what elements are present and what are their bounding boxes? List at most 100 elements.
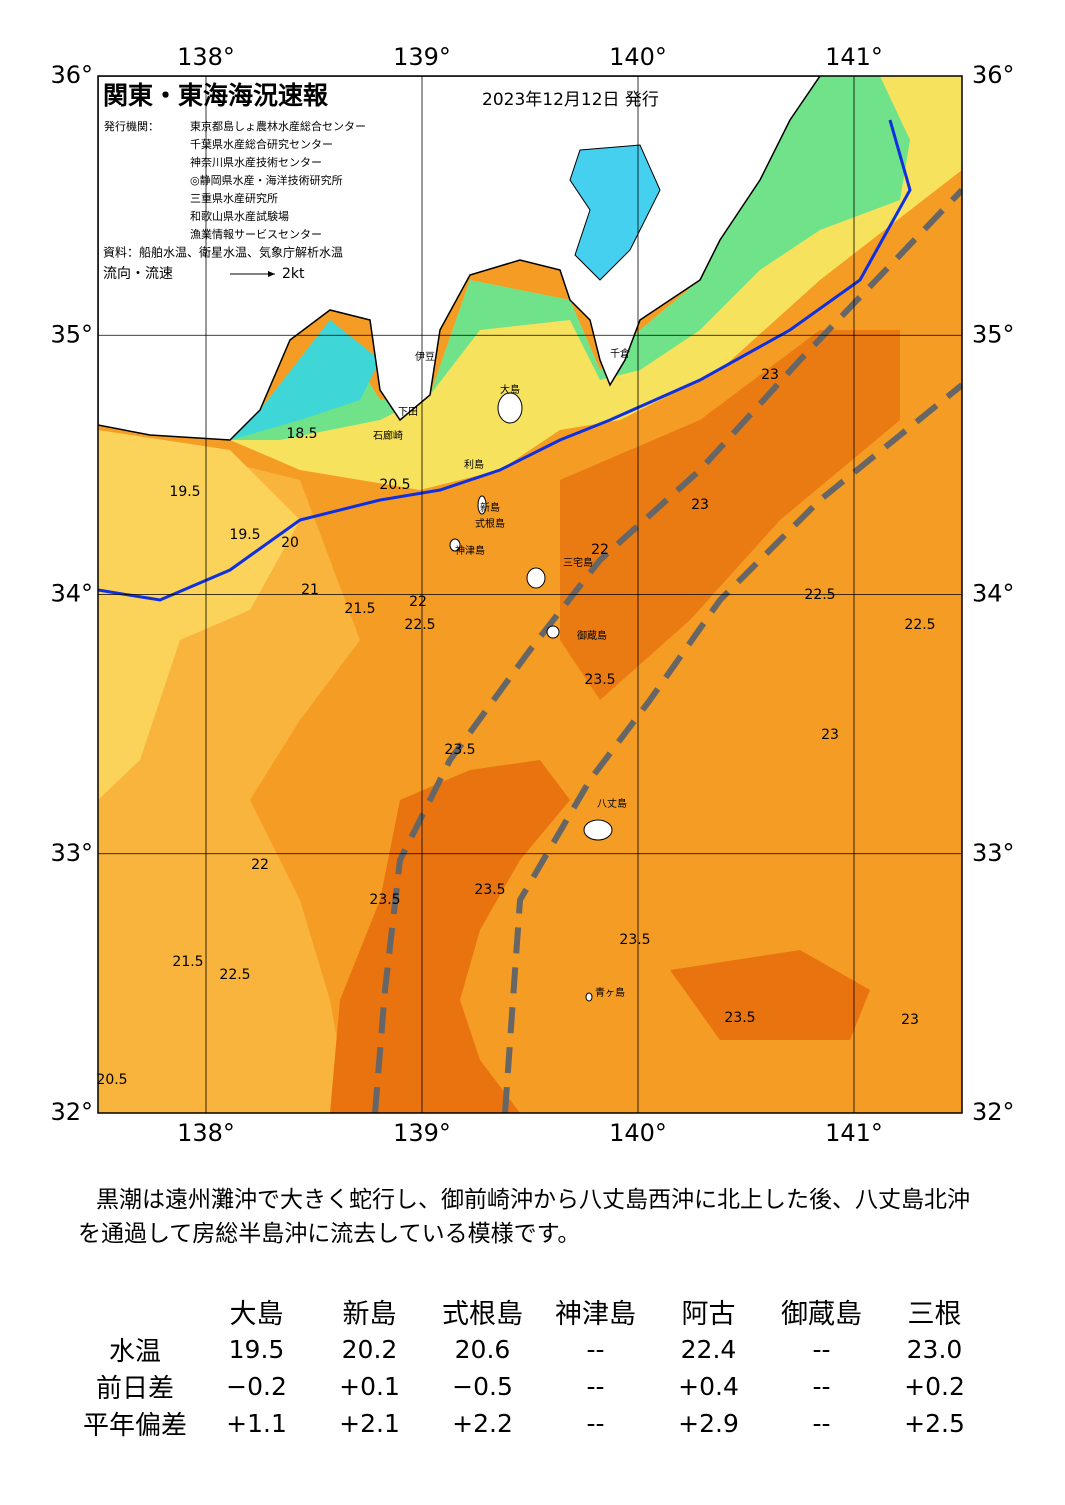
summary: 黒潮は遠州灘沖で大きく蛇行し、御前崎沖から八丈島西沖に北上した後、八丈島北沖を通… xyxy=(78,1187,970,1247)
corner xyxy=(70,1292,200,1331)
sea-zone-dark xyxy=(560,330,900,700)
table-row: 前日差 −0.2 +0.1 −0.5 -- +0.4 -- +0.2 xyxy=(70,1368,991,1405)
agency: 千葉県水産総合研究センター xyxy=(190,137,333,151)
lon-label: 140° xyxy=(609,1119,667,1147)
cell: -- xyxy=(812,1372,831,1401)
agency: ◎静岡県水産・海洋技術研究所 xyxy=(190,173,343,187)
contour-label: 21.5 xyxy=(344,601,375,617)
contour-label: 23.5 xyxy=(474,882,505,898)
row-label: 水温 xyxy=(108,1337,161,1367)
cell: -- xyxy=(812,1409,831,1438)
sea-zone-dark xyxy=(330,760,570,1113)
map-title: 関東・東海海況速報 xyxy=(103,81,329,110)
current-scale: 2kt xyxy=(282,266,305,282)
cell: 22.4 xyxy=(680,1335,737,1364)
lat-label: 32° xyxy=(50,1098,93,1126)
source: 資料：船舶水温、衛星水温、気象庁解析水温 xyxy=(103,245,343,260)
contour-label: 20 xyxy=(281,535,299,551)
coastal-cyan xyxy=(98,320,380,440)
place-name: 三宅島 xyxy=(563,556,593,569)
island xyxy=(583,819,613,841)
agency: 神奈川県水産技術センター xyxy=(190,155,322,169)
sea-zone-yellow xyxy=(98,430,300,800)
cell: +2.5 xyxy=(904,1409,965,1438)
cell: +0.2 xyxy=(904,1372,965,1401)
cell: -- xyxy=(812,1335,831,1364)
cell: +2.9 xyxy=(678,1409,739,1438)
table-row: 水温 19.5 20.2 20.6 -- 22.4 -- 23.0 xyxy=(70,1331,991,1368)
contour-label: 23.5 xyxy=(444,742,475,758)
contour-label: 21 xyxy=(301,582,319,598)
current-label: 流向・流速 xyxy=(103,266,173,282)
kuroshio-axis xyxy=(502,382,962,1113)
place-name: 八丈島 xyxy=(597,797,627,810)
map: 関東・東海海況速報 2023年12月12日 発行 発行機関： 資料：船舶水温、衛… xyxy=(50,43,1015,1147)
place-name: 伊豆 xyxy=(415,351,435,363)
column-header: 神津島 xyxy=(555,1299,636,1330)
contour-label: 19.5 xyxy=(229,527,260,543)
kuroshio-axis xyxy=(372,187,962,1113)
map-frame xyxy=(97,75,963,1114)
place-name: 青ヶ島 xyxy=(595,986,625,999)
cell: −0.5 xyxy=(452,1372,513,1401)
lon-label: 139° xyxy=(393,43,451,71)
column-header: 御蔵島 xyxy=(781,1299,862,1330)
place-name: 御蔵島 xyxy=(577,629,607,642)
cell: -- xyxy=(586,1372,605,1401)
place-name: 式根島 xyxy=(475,517,505,530)
lon-label: 141° xyxy=(825,1119,883,1147)
column-header: 三根 xyxy=(907,1299,962,1330)
contour-label: 22 xyxy=(251,857,269,873)
contour-label: 20.5 xyxy=(379,477,410,493)
contour-label: 22 xyxy=(591,542,609,558)
place-name: 大島 xyxy=(500,383,520,396)
contour-label: 22.5 xyxy=(219,967,250,983)
place-name: 石廊崎 xyxy=(373,429,403,442)
cell: +0.1 xyxy=(339,1372,400,1401)
place-name: 新島 xyxy=(480,501,500,514)
cell: +1.1 xyxy=(226,1409,287,1438)
lat-label: 32° xyxy=(972,1098,1015,1126)
island xyxy=(585,992,593,1002)
cell: 20.2 xyxy=(341,1335,398,1364)
island xyxy=(477,495,487,515)
lat-label: 33° xyxy=(972,839,1015,867)
sea-zone-dark xyxy=(670,950,870,1040)
contour-label: 22.5 xyxy=(404,617,435,633)
lat-label: 35° xyxy=(972,320,1015,348)
contour-label: 21.5 xyxy=(172,954,203,970)
cell: −0.2 xyxy=(226,1372,287,1401)
cell: 23.0 xyxy=(906,1335,963,1364)
agency: 漁業情報サービスセンター xyxy=(190,227,322,241)
island xyxy=(546,625,560,639)
column-header: 式根島 xyxy=(442,1299,523,1330)
cell: +2.2 xyxy=(452,1409,513,1438)
lat-label: 36° xyxy=(972,61,1015,89)
lat-label: 33° xyxy=(50,839,93,867)
tokyo-bay xyxy=(569,144,661,281)
lat-label: 36° xyxy=(50,61,93,89)
contour-label: 23.5 xyxy=(369,892,400,908)
cell: +2.1 xyxy=(339,1409,400,1438)
contour-label: 20.5 xyxy=(96,1072,127,1088)
lon-label: 140° xyxy=(609,43,667,71)
cell: -- xyxy=(586,1409,605,1438)
place-name: 利島 xyxy=(464,458,484,471)
island xyxy=(526,567,546,589)
agency: 和歌山県水産試験場 xyxy=(190,209,289,223)
contour-label: 23 xyxy=(761,367,779,383)
row-label: 前日差 xyxy=(95,1374,174,1404)
contour-label: 23 xyxy=(691,497,709,513)
current-edge-line xyxy=(98,119,912,602)
contour-label: 23 xyxy=(821,727,839,743)
water-temp-table: 大島 新島 式根島 神津島 阿古 御蔵島 三根 水温 19.5 20.2 20.6 -- 22.4 -- 2… xyxy=(70,1292,991,1442)
row-label: 平年偏差 xyxy=(82,1411,187,1441)
place-name: 下田 xyxy=(398,407,418,418)
column-header: 新島 xyxy=(342,1299,397,1330)
lat-label: 35° xyxy=(50,320,93,348)
lat-label: 34° xyxy=(50,580,93,608)
cell: 20.6 xyxy=(454,1335,511,1364)
table-row: 平年偏差 +1.1 +2.1 +2.2 -- +2.9 -- +2.5 xyxy=(70,1405,991,1442)
place-name: 千倉 xyxy=(610,347,630,360)
